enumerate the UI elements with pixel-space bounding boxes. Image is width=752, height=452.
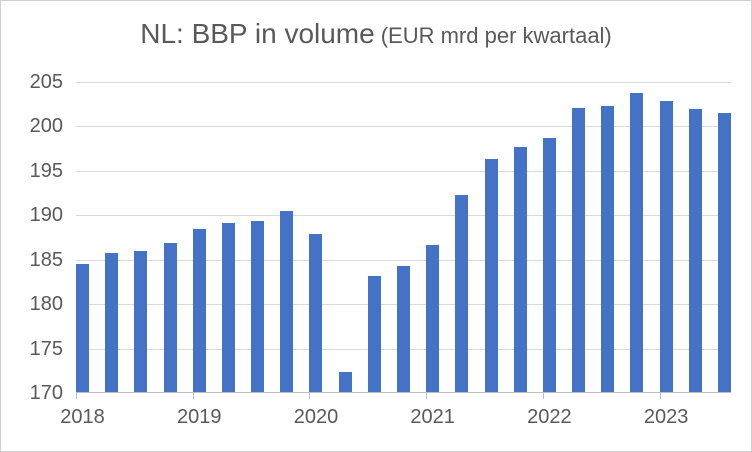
bar-2019Q1 bbox=[192, 228, 206, 392]
y-tick-label-200: 200 bbox=[29, 115, 63, 138]
gridline-185 bbox=[76, 259, 731, 261]
bar-2023Q1 bbox=[659, 101, 673, 392]
bar-2022Q1 bbox=[542, 137, 556, 392]
bar-2018Q4 bbox=[163, 242, 177, 392]
x-tick-label-2018: 2018 bbox=[60, 406, 105, 428]
bar-2020Q3 bbox=[367, 275, 381, 392]
plot-area bbox=[76, 82, 731, 399]
gridline-200 bbox=[76, 126, 731, 128]
y-tick-label-190: 190 bbox=[29, 204, 63, 227]
x-tick-label-2022: 2022 bbox=[527, 406, 572, 428]
x-axis-tick-2023 bbox=[659, 393, 661, 399]
x-axis-tick-2022 bbox=[542, 393, 544, 399]
x-axis-tick-2019 bbox=[192, 393, 194, 399]
bar-2023Q3 bbox=[718, 113, 731, 392]
chart-title-sub: (EUR mrd per kwartaal) bbox=[380, 23, 612, 48]
chart-title-main: NL: BBP in volume bbox=[140, 18, 375, 49]
x-axis-tick-2018 bbox=[76, 393, 77, 399]
bar-2023Q2 bbox=[688, 108, 702, 392]
bar-2019Q2 bbox=[221, 223, 235, 392]
bar-2021Q2 bbox=[455, 194, 469, 392]
bar-2018Q2 bbox=[105, 253, 119, 392]
bar-2020Q2 bbox=[338, 372, 352, 392]
y-tick-label-175: 175 bbox=[29, 337, 63, 360]
gridline-190 bbox=[76, 215, 731, 217]
bar-2021Q3 bbox=[484, 159, 498, 392]
bar-2018Q3 bbox=[134, 250, 148, 392]
bar-2021Q4 bbox=[513, 146, 527, 392]
x-axis-line bbox=[76, 392, 731, 393]
bar-2020Q4 bbox=[397, 265, 410, 392]
x-tick-label-2021: 2021 bbox=[410, 406, 455, 428]
gridline-205 bbox=[76, 82, 731, 83]
bar-2019Q4 bbox=[280, 210, 294, 392]
y-tick-label-185: 185 bbox=[29, 248, 63, 271]
y-tick-label-170: 170 bbox=[29, 382, 63, 404]
bar-2019Q3 bbox=[251, 220, 265, 392]
y-tick-label-180: 180 bbox=[29, 293, 63, 316]
x-tick-label-2019: 2019 bbox=[176, 406, 222, 428]
x-axis-tick-2020 bbox=[309, 393, 311, 399]
bar-2021Q1 bbox=[426, 244, 440, 392]
bar-2022Q4 bbox=[630, 92, 644, 392]
x-tick-label-2020: 2020 bbox=[293, 406, 339, 428]
x-axis-tick-2021 bbox=[426, 393, 428, 399]
bar-2018Q1 bbox=[76, 264, 89, 392]
bar-2022Q3 bbox=[601, 105, 615, 392]
chart-title: NL: BBP in volume (EUR mrd per kwartaal) bbox=[1, 17, 751, 56]
y-tick-label-205: 205 bbox=[29, 71, 63, 93]
x-tick-label-2023: 2023 bbox=[643, 406, 689, 428]
bar-2020Q1 bbox=[309, 233, 323, 392]
y-tick-label-195: 195 bbox=[29, 159, 63, 182]
bar-2022Q2 bbox=[572, 107, 586, 392]
gridline-195 bbox=[76, 170, 731, 172]
